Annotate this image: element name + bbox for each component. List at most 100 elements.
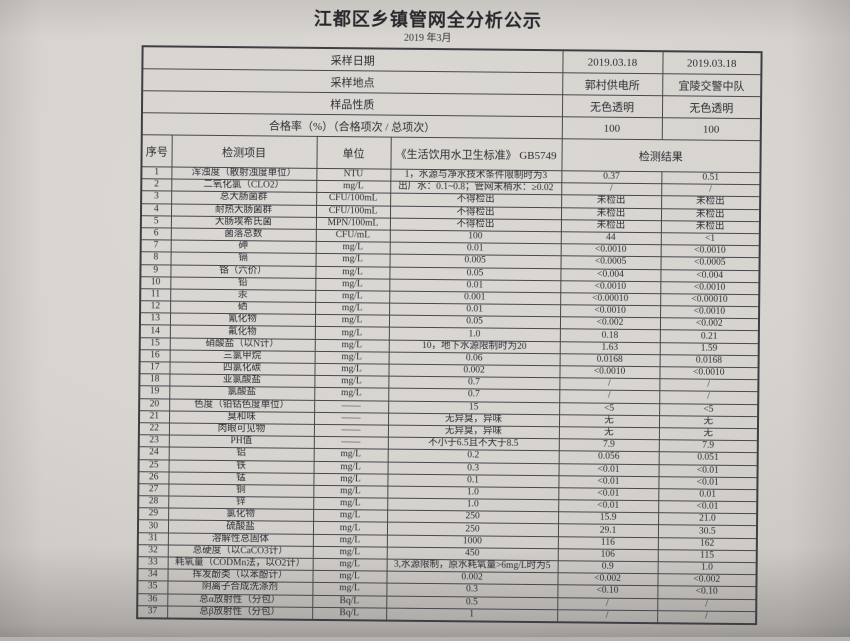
column-header-result: 检测结果 xyxy=(561,139,760,173)
row-index: 6 xyxy=(141,228,171,240)
row-index: 25 xyxy=(139,459,169,471)
unit-value: mg/L xyxy=(314,461,388,474)
row-index: 18 xyxy=(139,374,169,386)
result-sample-2: <0.0010 xyxy=(660,281,759,294)
column-header-index: 序号 xyxy=(141,135,171,167)
pass-rate-value-1: 100 xyxy=(562,117,662,140)
row-index: 3 xyxy=(141,191,171,203)
unit-value: mg/L xyxy=(313,534,387,547)
unit-value: CFU/100mL xyxy=(316,205,390,218)
result-sample-1: / xyxy=(557,597,657,610)
result-sample-2: <0.004 xyxy=(660,269,759,282)
result-sample-1: 未检出 xyxy=(561,220,661,233)
unit-value: Bq/L xyxy=(312,607,386,620)
result-sample-2: 无 xyxy=(659,415,758,428)
result-sample-1: <0.002 xyxy=(557,573,657,586)
sampling-location-value-1: 郭村供电所 xyxy=(562,73,662,96)
row-index: 11 xyxy=(140,289,170,301)
water-analysis-table: 采样日期 2019.03.18 2019.03.18 采样地点 郭村供电所 宜陵… xyxy=(136,45,762,625)
item-name: 总β放射性（分包） xyxy=(167,606,312,620)
result-sample-1: 0.37 xyxy=(561,171,661,184)
result-sample-2: <0.0010 xyxy=(660,306,759,319)
unit-value: mg/L xyxy=(312,583,386,596)
item-name: 耗氧量（CODMn法，以O2计） xyxy=(168,557,313,571)
result-sample-1: 无 xyxy=(559,427,659,440)
unit-value: mg/L xyxy=(315,266,389,279)
result-sample-1: / xyxy=(559,390,659,403)
row-index: 9 xyxy=(140,264,170,276)
result-sample-1: / xyxy=(559,378,659,391)
row-index: 26 xyxy=(138,471,168,483)
result-sample-1: / xyxy=(557,609,657,623)
info-section: 采样日期 2019.03.18 2019.03.18 采样地点 郭村供电所 宜陵… xyxy=(142,46,762,140)
row-index: 17 xyxy=(139,362,169,374)
result-sample-2: <0.01 xyxy=(658,501,757,514)
row-index: 34 xyxy=(137,569,167,581)
result-sample-2: / xyxy=(661,184,760,197)
result-sample-2: <0.10 xyxy=(657,586,756,599)
row-index: 22 xyxy=(139,423,169,435)
unit-value: MPN/100mL xyxy=(316,217,390,230)
result-sample-1: <0.00010 xyxy=(560,293,660,306)
result-sample-2: / xyxy=(659,391,758,404)
row-index: 10 xyxy=(140,276,170,288)
result-sample-1: 1.63 xyxy=(560,341,660,354)
result-sample-2: <0.01 xyxy=(659,464,758,477)
row-index: 16 xyxy=(140,350,170,362)
sampling-date-value-2: 2019.03.18 xyxy=(662,51,761,74)
unit-value: mg/L xyxy=(315,327,389,340)
column-header-unit: 单位 xyxy=(316,136,390,169)
unit-value: mg/L xyxy=(315,339,389,352)
result-sample-2: <0.0005 xyxy=(660,257,759,270)
result-sample-2: 未检出 xyxy=(661,208,760,221)
result-sample-1: <0.002 xyxy=(560,317,660,330)
unit-value: mg/L xyxy=(315,290,389,303)
unit-value: mg/L xyxy=(316,181,390,194)
row-index: 28 xyxy=(138,496,168,508)
result-sample-1: 0.0168 xyxy=(560,354,660,367)
row-index: 27 xyxy=(138,484,168,496)
unit-value: mg/L xyxy=(313,497,387,510)
sampling-date-value-1: 2019.03.18 xyxy=(562,50,662,73)
column-header-item: 检测项目 xyxy=(171,135,316,168)
result-sample-2: 0.21 xyxy=(660,330,759,343)
row-index: 37 xyxy=(137,605,167,618)
result-sample-1: 0.9 xyxy=(558,561,658,574)
result-sample-1: <0.0010 xyxy=(560,305,660,318)
result-sample-1: <0.01 xyxy=(558,500,658,513)
result-sample-1: <5 xyxy=(559,402,659,415)
unit-value: —— xyxy=(314,400,388,413)
unit-value: —— xyxy=(314,437,388,450)
row-index: 13 xyxy=(140,313,170,325)
unit-value: mg/L xyxy=(313,522,387,535)
row-index: 1 xyxy=(141,167,171,179)
unit-value: mg/L xyxy=(316,242,390,255)
result-sample-1: <0.01 xyxy=(558,488,658,501)
unit-value: mg/L xyxy=(315,351,389,364)
row-index: 23 xyxy=(139,435,169,447)
unit-value: mg/L xyxy=(313,546,387,559)
row-index: 30 xyxy=(138,520,168,532)
row-index: 7 xyxy=(141,240,171,252)
row-index: 33 xyxy=(138,557,168,569)
sample-nature-value-2: 无色透明 xyxy=(662,96,761,119)
result-sample-1: <0.0010 xyxy=(561,244,661,257)
row-index: 20 xyxy=(139,398,169,410)
row-index: 32 xyxy=(138,545,168,557)
result-sample-1: 29.1 xyxy=(558,524,658,537)
row-index: 4 xyxy=(141,203,171,215)
result-sample-2: 7.9 xyxy=(659,440,758,453)
unit-value: mg/L xyxy=(315,278,389,291)
unit-value: mg/L xyxy=(313,473,387,486)
result-sample-1: <0.01 xyxy=(558,475,658,488)
result-sample-1: 0.056 xyxy=(559,451,659,464)
result-sample-2: 0.0168 xyxy=(660,355,759,368)
unit-value: Bq/L xyxy=(312,595,386,608)
unit-value: mg/L xyxy=(314,363,388,376)
row-index: 8 xyxy=(141,252,171,264)
unit-value: —— xyxy=(314,424,388,437)
row-index: 35 xyxy=(137,581,167,593)
